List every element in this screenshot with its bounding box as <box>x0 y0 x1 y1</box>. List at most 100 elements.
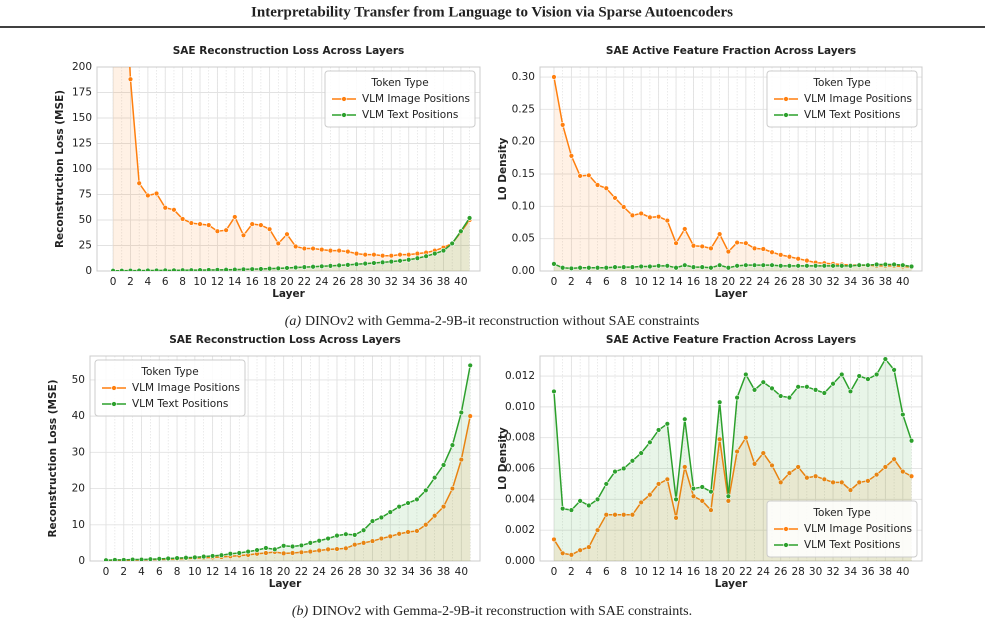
point <box>388 253 395 259</box>
point <box>162 267 168 271</box>
point <box>673 265 679 271</box>
chart-title: SAE Active Feature Fraction Across Layer… <box>606 45 856 57</box>
point <box>708 265 714 271</box>
point <box>664 263 671 269</box>
x-tick-label: 30 <box>809 276 822 288</box>
point <box>334 546 340 552</box>
x-tick-label: 28 <box>350 276 363 288</box>
legend-marker <box>783 112 789 118</box>
point <box>362 251 368 258</box>
point <box>240 266 247 271</box>
point <box>734 239 740 246</box>
legend-marker <box>341 112 347 118</box>
x-tick-label: 16 <box>241 566 255 578</box>
x-tick-label: 8 <box>620 566 627 578</box>
x-tick-label: 24 <box>757 276 771 288</box>
point <box>673 515 679 521</box>
point <box>908 473 915 479</box>
x-tick-label: 6 <box>603 566 610 578</box>
x-tick-label: 12 <box>206 566 219 578</box>
point <box>289 543 296 550</box>
point <box>804 475 810 481</box>
point <box>156 556 162 561</box>
point <box>812 263 819 269</box>
point <box>760 379 766 385</box>
point <box>223 227 229 233</box>
point <box>458 409 465 416</box>
point <box>795 256 801 262</box>
x-tick-label: 4 <box>585 276 592 288</box>
point <box>559 505 566 512</box>
point <box>466 215 473 221</box>
point <box>647 263 653 270</box>
x-tick-label: 6 <box>603 276 610 288</box>
chart: SAE Active Feature Fraction Across Layer… <box>497 45 923 300</box>
point <box>174 555 180 561</box>
point <box>708 488 714 495</box>
point <box>179 216 186 222</box>
point <box>192 554 198 561</box>
point <box>716 436 723 442</box>
point <box>449 240 455 247</box>
legend-marker <box>341 96 347 102</box>
point <box>551 261 557 267</box>
chart-title: SAE Active Feature Fraction Across Layer… <box>606 334 856 346</box>
point <box>249 221 255 227</box>
point <box>280 550 287 557</box>
point <box>147 556 154 561</box>
point <box>396 531 402 537</box>
point <box>396 503 402 510</box>
point <box>812 387 819 393</box>
point <box>629 458 636 464</box>
point <box>638 499 644 506</box>
point <box>353 261 360 267</box>
caption-label: (b) <box>292 604 309 619</box>
x-tick-label: 2 <box>127 276 134 288</box>
point <box>559 122 566 128</box>
point <box>690 264 697 270</box>
x-tick-label: 26 <box>332 276 346 288</box>
y-tick-label: 30 <box>72 446 85 458</box>
x-tick-label: 4 <box>145 276 152 288</box>
point <box>708 507 714 513</box>
point <box>769 249 775 255</box>
point <box>734 448 740 455</box>
legend: Token Type VLM Image Positions VLM Text Po… <box>766 70 918 128</box>
x-tick-label: 0 <box>103 566 110 578</box>
point <box>795 384 801 390</box>
point <box>821 263 828 269</box>
point <box>292 264 299 271</box>
point <box>336 247 342 254</box>
point <box>345 248 351 255</box>
point <box>440 503 447 510</box>
point <box>594 182 601 188</box>
point <box>301 245 308 252</box>
y-tick-label: 0.008 <box>505 432 535 444</box>
point <box>307 540 314 546</box>
y-tick-label: 0.30 <box>512 71 535 83</box>
x-tick-label: 24 <box>757 566 771 578</box>
point <box>586 502 592 509</box>
point <box>847 263 854 269</box>
point <box>197 221 203 227</box>
y-tick-label: 0.10 <box>512 200 535 212</box>
point <box>594 265 601 271</box>
caption: (a) DINOv2 with Gemma-2-9B-it reconstruct… <box>285 314 700 329</box>
point <box>209 553 216 559</box>
x-tick-label: 18 <box>704 276 717 288</box>
point <box>423 253 429 259</box>
point <box>873 261 880 268</box>
point <box>551 536 557 543</box>
point <box>751 461 758 467</box>
point <box>769 385 775 392</box>
point <box>206 267 212 271</box>
point <box>458 228 464 234</box>
point <box>856 373 862 379</box>
point <box>353 250 360 257</box>
x-tick-label: 6 <box>162 276 169 288</box>
x-tick-label: 32 <box>826 566 839 578</box>
point <box>804 384 810 390</box>
point <box>655 427 662 433</box>
point <box>371 260 377 266</box>
point <box>127 267 134 271</box>
